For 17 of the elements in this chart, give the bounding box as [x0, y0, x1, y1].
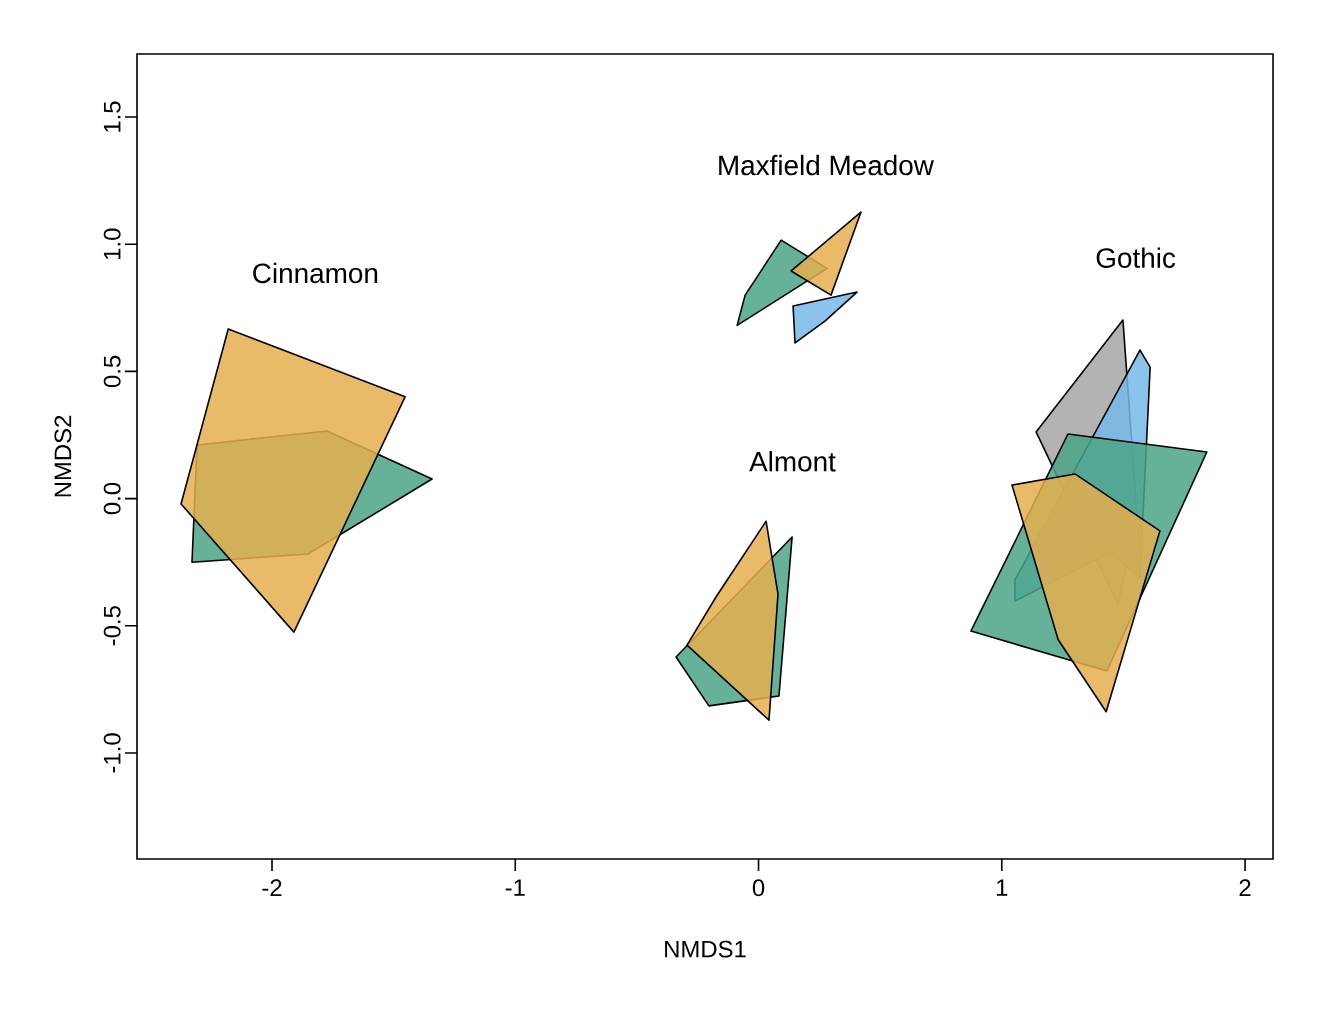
x-tick-label: 1 — [996, 879, 1008, 896]
annotation: Almont — [749, 451, 836, 472]
y-tick-label: -1.0 — [103, 733, 121, 773]
x-tick-label: -2 — [262, 879, 282, 897]
annotation: Cinnamon — [253, 262, 378, 284]
x-tick-label: -1 — [505, 879, 525, 896]
annotation: Maxfield Meadow — [719, 154, 934, 176]
y-tick-label: 0.0 — [103, 482, 121, 515]
y-tick-label: 1.0 — [103, 228, 121, 260]
x-tick-label: 0 — [752, 879, 765, 897]
annotation: Gothic — [1096, 247, 1176, 268]
y-tick-label: -0.5 — [103, 606, 121, 646]
y-tick-label: 1.5 — [103, 101, 121, 132]
y-tick-label: 0.5 — [103, 355, 121, 388]
x-tick-label: 2 — [1239, 879, 1251, 897]
y-axis-title: NMDS2 — [54, 415, 72, 497]
x-axis-title: NMDS1 — [665, 940, 746, 958]
